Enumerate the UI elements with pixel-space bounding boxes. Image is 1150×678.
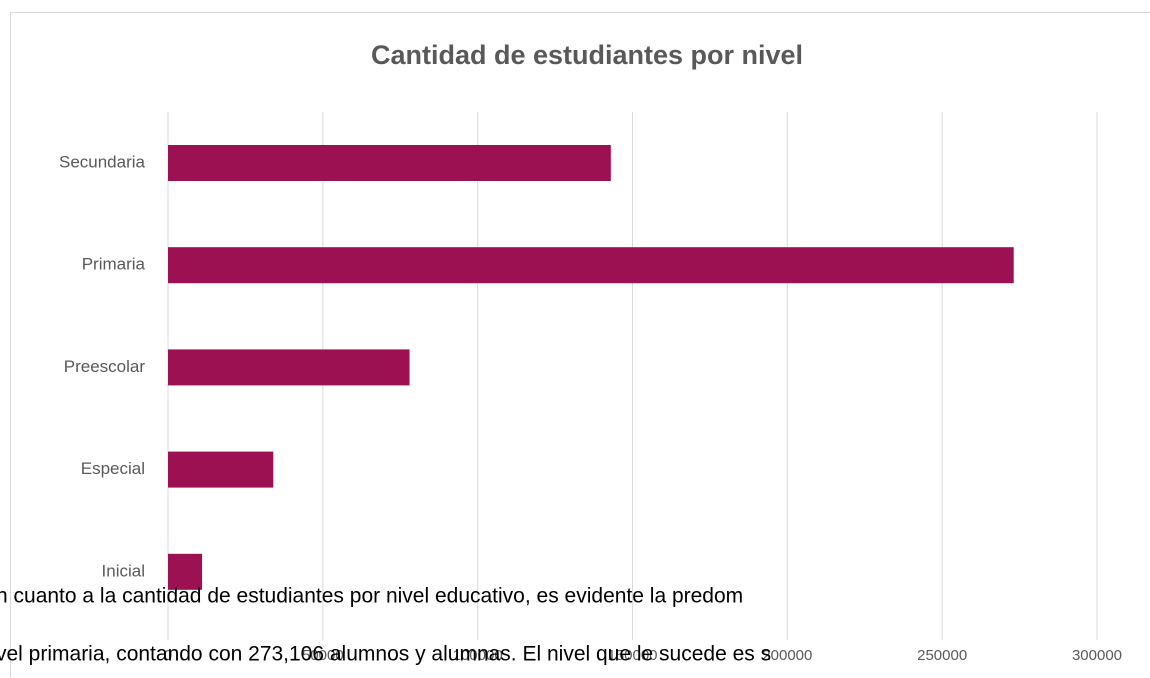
x-tick-label: 50000	[302, 647, 344, 664]
x-tick-label: 200000	[762, 647, 812, 664]
x-tick-label: 150000	[607, 647, 657, 664]
paragraph-line: vel primaria, contando con 273,106 alumn…	[0, 643, 771, 666]
bar	[168, 349, 410, 386]
x-tick-label: 300000	[1072, 647, 1122, 664]
paragraph-line: n cuanto a la cantidad de estudiantes po…	[0, 585, 743, 608]
category-label: Especial	[81, 459, 145, 478]
category-label: Secundaria	[59, 152, 146, 171]
x-tick-label: 0	[164, 647, 172, 664]
bar	[168, 451, 274, 488]
bar	[168, 553, 203, 590]
x-tick-label: 100000	[453, 647, 503, 664]
bar	[168, 145, 611, 181]
category-label: Primaria	[82, 255, 146, 274]
category-label: Preescolar	[64, 357, 146, 376]
x-tick-label: 250000	[917, 647, 967, 664]
bar	[168, 247, 1014, 284]
chart-title: Cantidad de estudiantes por nivel	[371, 40, 803, 70]
category-label: Inicial	[102, 561, 145, 580]
